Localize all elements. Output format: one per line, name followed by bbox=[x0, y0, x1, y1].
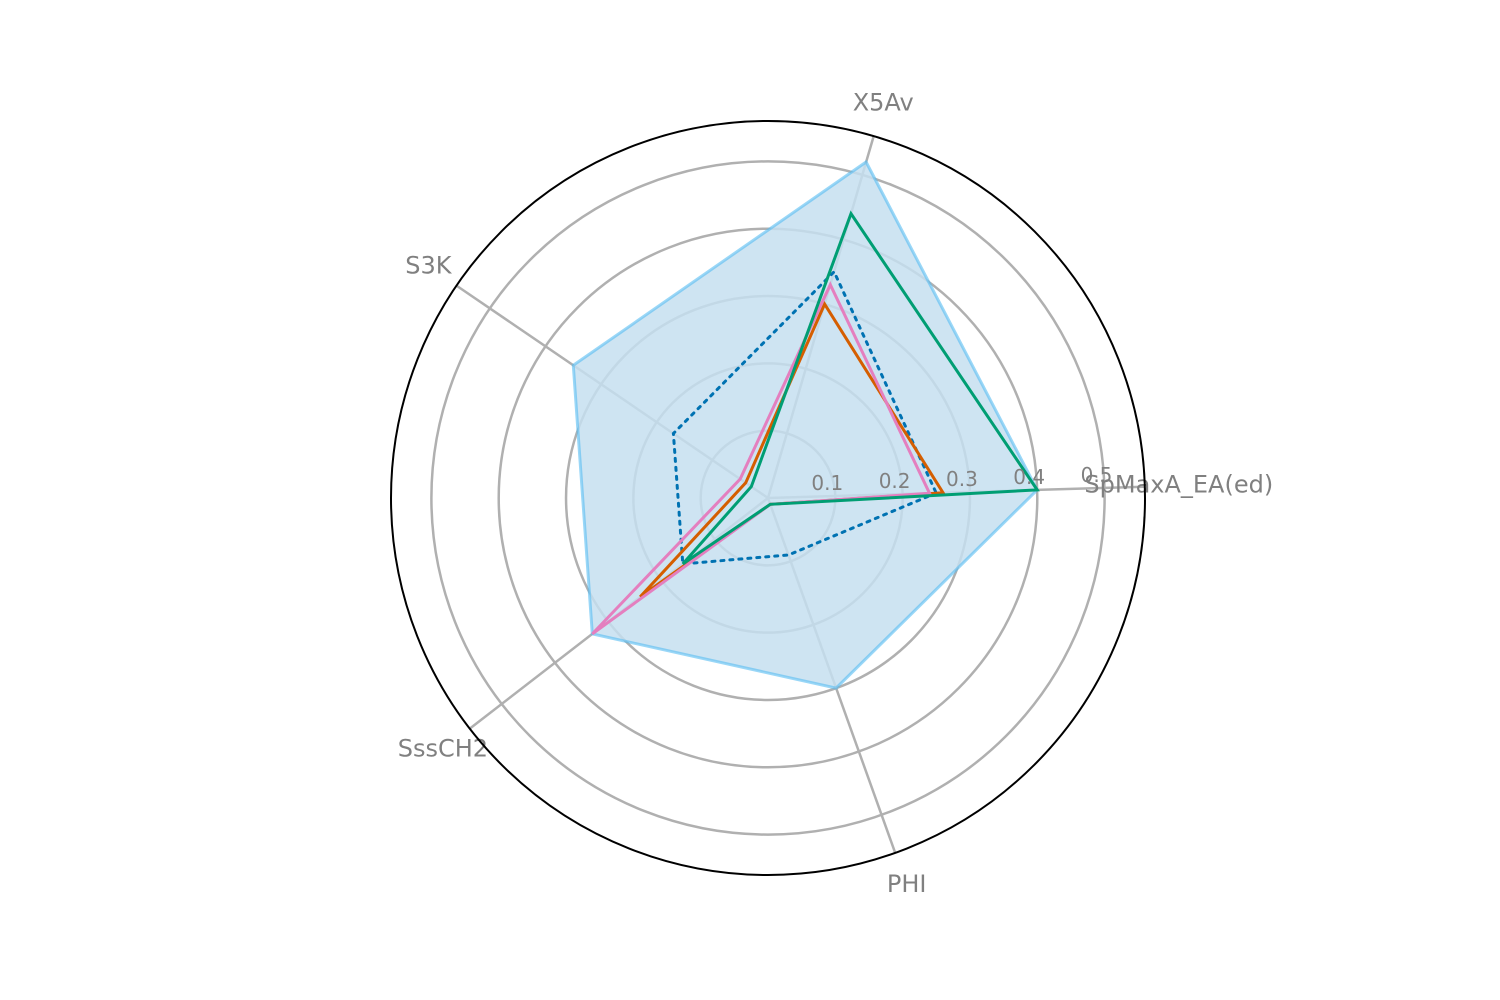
r-tick-label-0: 0.1 bbox=[811, 471, 843, 495]
axis-label-3: S3K bbox=[405, 252, 453, 280]
radar-series bbox=[571, 159, 1040, 690]
axis-label-4: X5Av bbox=[853, 89, 914, 117]
r-tick-label-4: 0.5 bbox=[1081, 463, 1113, 487]
series-0-area bbox=[571, 159, 1040, 690]
series-4-line bbox=[681, 210, 1040, 566]
axis-label-0: SpMaxA_EA(ed) bbox=[1084, 471, 1273, 499]
axis-label-2: SssCH2 bbox=[398, 734, 488, 762]
series-1-line bbox=[671, 269, 939, 566]
r-tick-label-3: 0.4 bbox=[1013, 465, 1045, 489]
r-tick-label-1: 0.2 bbox=[879, 469, 911, 493]
grid-circle-4 bbox=[430, 160, 1106, 836]
r-tick-label-2: 0.3 bbox=[946, 467, 978, 491]
axis-label-1: PHI bbox=[887, 870, 927, 898]
radar-outer-frame bbox=[390, 120, 1146, 876]
